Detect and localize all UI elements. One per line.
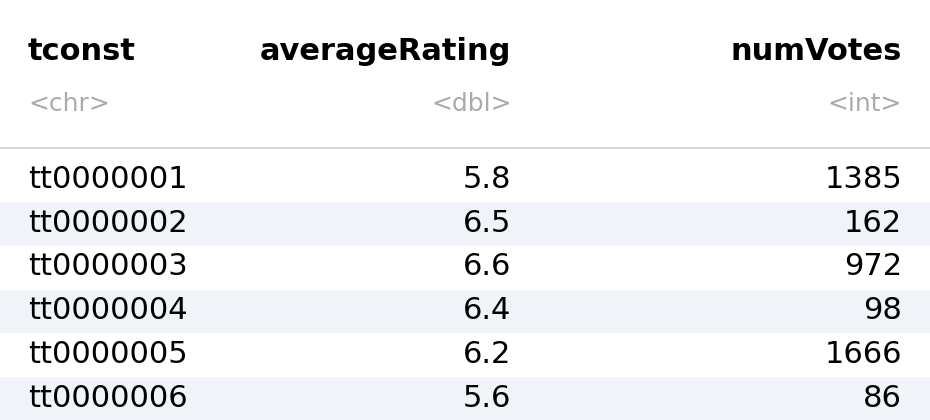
Text: 6.2: 6.2 [463, 340, 512, 369]
FancyBboxPatch shape [0, 289, 930, 333]
Text: tconst: tconst [28, 37, 136, 66]
Text: tt0000003: tt0000003 [28, 252, 188, 281]
Text: 1666: 1666 [825, 340, 902, 369]
Text: 162: 162 [844, 209, 902, 238]
Text: 6.4: 6.4 [463, 296, 512, 325]
Text: numVotes: numVotes [731, 37, 902, 66]
FancyBboxPatch shape [0, 202, 930, 246]
Text: <dbl>: <dbl> [431, 92, 512, 116]
FancyBboxPatch shape [0, 377, 930, 420]
Text: <int>: <int> [828, 92, 902, 116]
Text: 5.6: 5.6 [463, 383, 512, 412]
Text: tt0000002: tt0000002 [28, 209, 188, 238]
Text: <chr>: <chr> [28, 92, 110, 116]
Text: 98: 98 [863, 296, 902, 325]
Text: tt0000001: tt0000001 [28, 165, 188, 194]
Text: 6.6: 6.6 [463, 252, 512, 281]
Text: tt0000006: tt0000006 [28, 383, 188, 412]
Text: 6.5: 6.5 [463, 209, 512, 238]
Text: 5.8: 5.8 [463, 165, 512, 194]
Text: 972: 972 [844, 252, 902, 281]
Text: tt0000004: tt0000004 [28, 296, 188, 325]
Text: tt0000005: tt0000005 [28, 340, 188, 369]
Text: 86: 86 [863, 383, 902, 412]
Text: 1385: 1385 [824, 165, 902, 194]
Text: averageRating: averageRating [260, 37, 512, 66]
